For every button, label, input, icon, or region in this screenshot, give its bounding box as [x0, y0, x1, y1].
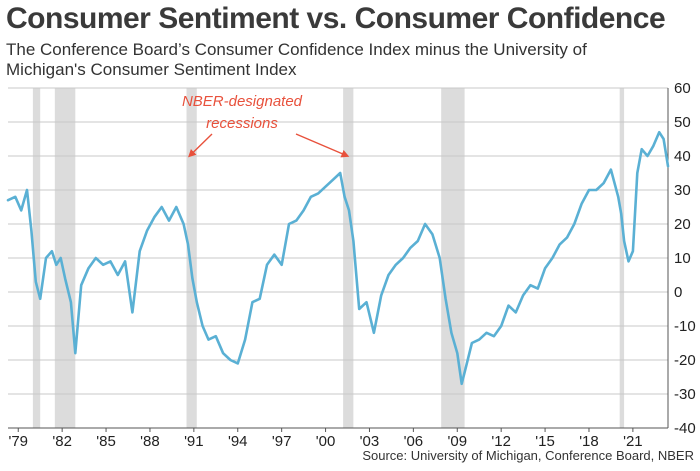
y-tick-label: 60: [674, 80, 691, 97]
x-tick-label: '03: [360, 433, 380, 450]
y-tick-label: 0: [674, 284, 682, 301]
x-tick-label: '00: [316, 433, 336, 450]
y-tick-label: 20: [674, 216, 691, 233]
gridlines: [8, 87, 668, 429]
chart-title: Consumer Sentiment vs. Consumer Confiden…: [6, 2, 666, 35]
x-tick-label: '82: [52, 433, 72, 450]
y-tick-label: -30: [674, 386, 696, 403]
x-tick-label: '88: [140, 433, 160, 450]
y-tick-label: -40: [674, 420, 696, 437]
tick-labels: -40 -30 -20 -10 0 10 20 30 40 50 60 '79 '82 '85 '88 '91…: [8, 80, 695, 450]
x-tick-label: '09: [447, 433, 467, 450]
x-tick-label: '97: [272, 433, 292, 450]
series-lines: [6, 130, 670, 386]
annotation-line-2: recessions: [206, 115, 278, 132]
x-tick-label: '21: [623, 433, 643, 450]
axes: [8, 88, 669, 429]
annotations: NBER-designated recessions: [182, 93, 350, 158]
x-tick-label: '15: [535, 433, 555, 450]
x-tick-label: '94: [228, 433, 248, 450]
x-tick-label: '18: [579, 433, 599, 450]
x-tick-label: '06: [404, 433, 424, 450]
y-tick-label: -10: [674, 318, 696, 335]
y-tick-label: 40: [674, 148, 691, 165]
x-tick-label: '79: [8, 433, 28, 450]
chart-subtitle: The Conference Board’s Consumer Confiden…: [6, 40, 587, 79]
y-tick-label: -20: [674, 352, 696, 369]
source-note: Source: University of Michigan, Conferen…: [362, 448, 694, 463]
x-tick-label: '12: [491, 433, 511, 450]
y-tick-label: 10: [674, 250, 691, 267]
x-tick-label: '91: [184, 433, 204, 450]
series-line-1: [6, 130, 670, 386]
annotation-arrow-right: [295, 133, 350, 158]
y-tick-label: 50: [674, 114, 691, 131]
y-tick-label: 30: [674, 182, 691, 199]
x-tick-label: '85: [96, 433, 116, 450]
annotation-arrow-left: [188, 133, 213, 158]
annotation-line-1: NBER-designated: [182, 93, 303, 110]
